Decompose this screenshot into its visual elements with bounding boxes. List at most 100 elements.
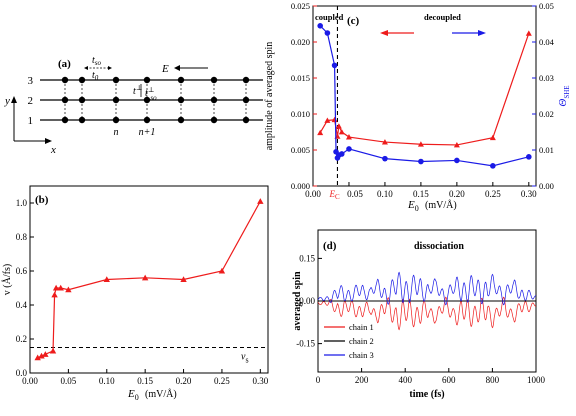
y-left-tick-label: 0.025 — [291, 1, 310, 11]
she-angle-point — [454, 157, 460, 164]
x-tick-label: 800 — [486, 375, 500, 385]
lattice-site — [177, 76, 185, 84]
x-tick-label: 200 — [355, 375, 369, 385]
blue-axis-arrowhead — [478, 30, 486, 36]
x-axis-label: time (fs) — [409, 389, 444, 400]
velocity-line — [37, 201, 261, 359]
x-tick-label: 1000 — [527, 375, 546, 385]
sound-velocity-label: vs — [241, 352, 249, 365]
amplitude-point — [345, 134, 352, 140]
x-tick-label: 600 — [442, 375, 456, 385]
tso-arrowhead-left — [84, 66, 88, 70]
panel-b-label: (b) — [35, 194, 49, 206]
lattice-site — [78, 76, 86, 84]
legend-label: chain 2 — [349, 336, 374, 346]
y-tick-label: 1.0 — [16, 198, 28, 208]
plot-frame — [312, 5, 537, 187]
velocity-point — [52, 284, 60, 291]
lattice-site — [112, 76, 120, 84]
y-axis-label: v (Å/fs) — [1, 264, 13, 295]
she-angle-point — [418, 158, 424, 165]
x-axis-label: E0 — [407, 199, 419, 213]
she-angle-point — [346, 146, 352, 152]
lattice-site — [78, 116, 86, 124]
x-tick-label: 0.20 — [176, 376, 192, 386]
y-tick-label: 0.8 — [16, 232, 28, 242]
tso-label: tso — [92, 55, 102, 67]
y-right-tick-label: 0.04 — [539, 37, 555, 47]
coupled-label: coupled — [315, 12, 344, 22]
velocity-point — [42, 351, 49, 357]
velocity-point — [141, 274, 149, 281]
y-tick-label: 0.15 — [299, 253, 315, 263]
y-left-tick-label: 0.005 — [291, 145, 310, 155]
amplitude-point — [525, 30, 532, 36]
x-tick-label: 0.05 — [347, 189, 363, 199]
x-tick-label: 400 — [398, 375, 412, 385]
she-angle-point — [490, 163, 496, 169]
t0-label: t0 — [92, 70, 99, 82]
x-axis-unit: (mV/Å) — [145, 388, 177, 400]
y-right-tick-label: 0.00 — [539, 181, 554, 191]
amplitude-line — [319, 33, 530, 146]
tperp-label: t⊥ — [133, 84, 142, 97]
field-arrowhead — [174, 65, 180, 71]
x-tick-label: 0.00 — [305, 189, 321, 199]
y-right-tick-label: 0.01 — [539, 145, 554, 155]
lattice-site — [143, 116, 151, 124]
series-chain-1 — [317, 296, 537, 331]
x-tick-label: 0.30 — [252, 376, 268, 386]
lattice-site — [112, 116, 120, 124]
amplitude-point — [453, 141, 460, 148]
chain-label-2: 2 — [28, 95, 34, 107]
red-axis-arrowhead — [380, 30, 388, 36]
chain-label-3: 3 — [28, 75, 34, 87]
legend-label: chain 3 — [349, 350, 374, 360]
series-chain-3 — [317, 271, 537, 306]
she-angle-point — [317, 23, 323, 29]
lattice-site — [210, 96, 218, 104]
chart-title: dissociation — [414, 241, 464, 252]
velocity-point — [180, 276, 187, 283]
velocity-chart: (b) 0.00 0.05 0.10 0.15 0.20 0.25 0.30 0.0 0.2 0.4… — [1, 185, 269, 402]
lattice-site — [177, 116, 185, 124]
y-tick-label: 0.00 — [299, 296, 315, 306]
y-left-tick-label: 0.020 — [291, 37, 310, 47]
y-tick-label: 0.6 — [16, 266, 28, 276]
lattice-site — [210, 116, 218, 124]
y-right-axis-label: ΘSHE — [557, 85, 571, 106]
tsoperp-label: t⊥ so — [145, 86, 157, 102]
velocity-point — [34, 354, 41, 361]
velocity-point — [38, 352, 45, 359]
panel-d-label: (d) — [323, 240, 337, 252]
x-tick-label: 0.25 — [214, 376, 230, 386]
amplitude-point — [335, 123, 342, 129]
site-n1-label: n+1 — [139, 127, 156, 138]
y-right-tick-label: 0.03 — [539, 73, 554, 83]
velocity-point — [51, 291, 58, 298]
lattice-site — [210, 76, 218, 84]
x-arrowhead — [45, 138, 52, 144]
amplitude-point — [317, 129, 324, 136]
amplitude-point — [417, 141, 424, 147]
lattice-site — [242, 116, 250, 124]
x-tick-label: 0.05 — [61, 376, 77, 386]
y-tick-label: -0.15 — [296, 339, 315, 349]
x-tick-label: 0.10 — [99, 376, 115, 386]
amplitude-point — [489, 134, 496, 141]
x-axis-label: E0 — [127, 388, 139, 402]
decoupled-label: decoupled — [424, 12, 461, 22]
spin-amplitude-chart: (c)0.10 0.15 0.20 0.25 0.300.00 0.05EC0.0000.… — [264, 1, 571, 213]
tso-arrowhead-right — [108, 66, 112, 70]
lattice-schematic: (a) 3 2 1 y x n n+1 tso t0 t⊥ t⊥ so E — [4, 55, 263, 156]
panel-c-label: (c) — [347, 15, 360, 27]
field-label: E — [161, 63, 169, 75]
lattice-site — [61, 116, 69, 124]
lattice-site — [143, 96, 151, 104]
velocity-point — [49, 347, 57, 354]
y-right-tick-label: 0.02 — [539, 109, 554, 119]
lattice-site — [242, 76, 250, 84]
velocity-point — [65, 286, 72, 293]
y-left-tick-label: 0.010 — [291, 109, 310, 119]
legend-label: chain 1 — [349, 322, 374, 332]
